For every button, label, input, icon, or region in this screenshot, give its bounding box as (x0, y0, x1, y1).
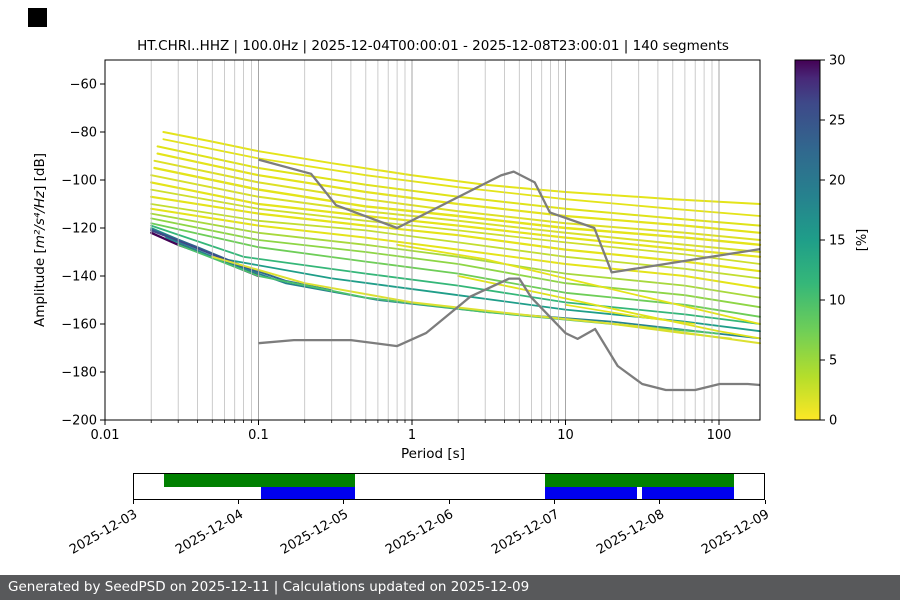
ppsd-heatmap (149, 131, 762, 345)
coverage-blue-bar (544, 487, 638, 499)
y-tick-label: −180 (61, 366, 97, 381)
coverage-blue-bar (260, 487, 356, 499)
noise-model-high-line (258, 158, 761, 274)
ppsd-streak (150, 229, 260, 275)
ppsd-streak (457, 275, 761, 340)
x-tick-label: 0.1 (248, 428, 269, 443)
x-tick-label: 0.01 (91, 428, 120, 443)
colorbar-tick-label: 5 (829, 354, 837, 369)
coverage-green-bar (544, 474, 734, 487)
colorbar-tick-label: 20 (829, 174, 846, 189)
corner-logo (28, 8, 47, 27)
timeline-date-label: 2025-12-08 (594, 507, 668, 558)
y-axis-label-units: m²/s⁴/Hz (32, 190, 48, 249)
timeline-date-label: 2025-12-06 (383, 507, 457, 558)
timeline-tick (448, 500, 450, 504)
timeline-tick (553, 500, 555, 504)
x-tick-label: 10 (557, 428, 574, 443)
noise-models (258, 158, 761, 392)
y-tick-label: −200 (61, 414, 97, 429)
colorbar-label: [%] (855, 229, 870, 252)
ppsd-streak (211, 255, 761, 345)
timeline-tick (343, 500, 345, 504)
timeline-date-label: 2025-12-07 (488, 507, 562, 558)
axis-ticks: 0.01 0.1 1 10 100−60−80−100−120−140−160−180−… (61, 54, 870, 444)
y-axis-label-prefix: Amplitude [ (32, 248, 48, 328)
colorbar-tick-label: 0 (829, 414, 837, 429)
coverage-timeline (133, 473, 765, 500)
y-tick-label: −80 (70, 126, 97, 141)
timeline-tick (237, 500, 239, 504)
y-tick-label: −140 (61, 270, 97, 285)
x-tick-label: 100 (707, 428, 732, 443)
ppsd-streak (156, 145, 761, 227)
y-tick-label: −160 (61, 318, 97, 333)
y-tick-label: −120 (61, 222, 97, 237)
timeline-date-label: 2025-12-03 (67, 507, 141, 558)
colorbar-tick-label: 30 (829, 54, 846, 69)
grid-lines (104, 60, 720, 420)
coverage-green-bar (163, 474, 356, 487)
colorbar-tick-label: 25 (829, 114, 846, 129)
colorbar-tick-label: 15 (829, 234, 846, 249)
timeline-date-label: 2025-12-05 (278, 507, 352, 558)
ppsd-streak (162, 131, 761, 205)
chart-title: HT.CHRI..HHZ | 100.0Hz | 2025-12-04T00:0… (137, 38, 729, 54)
y-axis-label-suffix: ] [dB] (32, 152, 48, 191)
timeline-tick (659, 500, 661, 504)
noise-model-low-line (258, 277, 761, 392)
ppsd-chart: 0.01 0.1 1 10 100−60−80−100−120−140−160−180−… (61, 54, 870, 444)
colorbar (794, 59, 821, 421)
y-tick-label: −100 (61, 174, 97, 189)
timeline-date-label: 2025-12-09 (699, 507, 773, 558)
x-tick-label: 1 (408, 428, 416, 443)
footer-bar: Generated by SeedPSD on 2025-12-11 | Cal… (0, 575, 900, 600)
coverage-blue-bar (642, 487, 734, 499)
footer-text: Generated by SeedPSD on 2025-12-11 | Cal… (8, 579, 530, 595)
ppsd-streak (610, 323, 732, 340)
plot-frame (104, 59, 761, 421)
x-axis-label: Period [s] (401, 446, 465, 462)
y-tick-label: −60 (70, 78, 97, 93)
y-axis-label: Amplitude [m²/s⁴/Hz] [dB] (32, 153, 48, 327)
timeline-tick (764, 500, 766, 504)
timeline-date-label: 2025-12-04 (172, 507, 246, 558)
colorbar-tick-label: 10 (829, 294, 846, 309)
timeline-tick (132, 500, 134, 504)
